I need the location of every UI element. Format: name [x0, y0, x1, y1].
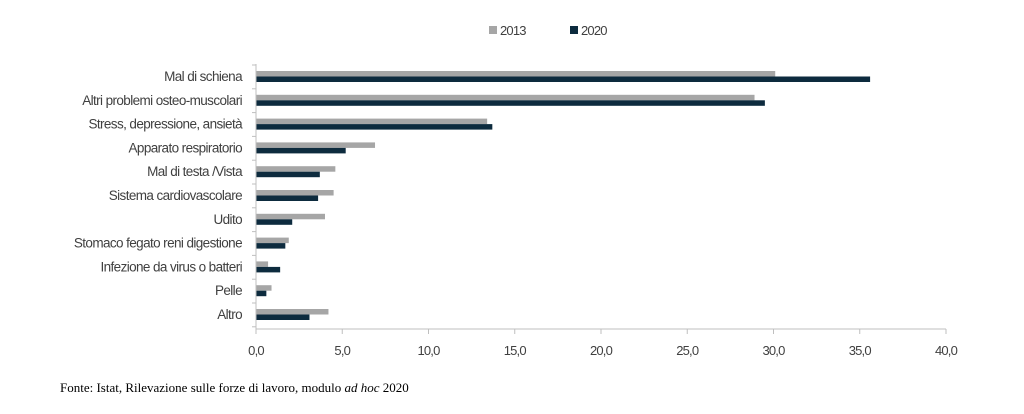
source-suffix: 2020 [379, 380, 409, 395]
bar-2020-5 [256, 195, 319, 201]
category-labels: Mal di schiena Altri problemi osteo-musco… [74, 69, 244, 322]
bar-2020-6 [256, 219, 293, 225]
legend-label-2020: 2020 [581, 23, 607, 38]
bar-2020-7 [256, 243, 286, 249]
axes [252, 64, 947, 334]
bar-2013-3 [256, 142, 376, 148]
bar-2013-2 [256, 118, 488, 125]
bar-2020-2 [256, 124, 493, 130]
x-tick-label: 15,0 [504, 343, 527, 358]
bar-2020-0 [256, 76, 871, 82]
bar-2013-0 [256, 71, 776, 77]
x-tick-label: 25,0 [676, 343, 699, 358]
bar-2020-10 [256, 314, 310, 320]
category-label: Stress, depressione, ansietà [88, 117, 243, 132]
category-label: Udito [213, 212, 242, 227]
category-label: Infezione da virus o batteri [100, 259, 242, 274]
x-tick-label: 0,0 [248, 343, 264, 358]
x-tick-label: 10,0 [417, 343, 440, 358]
category-label: Altri problemi osteo-muscolari [82, 93, 242, 108]
category-label: Altro [217, 307, 242, 322]
category-label: Stomaco fegato reni digestione [74, 236, 242, 251]
bar-2020-4 [256, 171, 320, 178]
bars [256, 71, 871, 320]
x-tick-labels: 0,0 5,0 10,0 15,0 20,0 25,0 30,0 35,0 40,0 [248, 343, 958, 358]
bar-2013-8 [256, 261, 269, 267]
bar-2013-6 [256, 213, 325, 220]
bar-2013-5 [256, 190, 334, 196]
category-label: Sistema cardiovascolare [109, 188, 242, 203]
bar-2013-10 [256, 309, 329, 315]
x-tick-label: 35,0 [849, 343, 872, 358]
category-label: Pelle [215, 283, 242, 298]
source-italic: ad hoc [344, 380, 380, 395]
source-note: Fonte: Istat, Rilevazione sulle forze di… [60, 380, 409, 396]
legend-swatch-2013 [489, 26, 497, 34]
bar-2020-1 [256, 100, 765, 106]
bar-2020-8 [256, 266, 281, 273]
x-tick-label: 5,0 [334, 343, 350, 358]
category-label: Mal di testa /Vista [147, 164, 243, 179]
bar-2013-9 [256, 285, 272, 291]
x-tick-label: 20,0 [590, 343, 613, 358]
bar-2020-3 [256, 147, 346, 154]
legend-label-2013: 2013 [500, 23, 526, 38]
legend-swatch-2020 [570, 26, 578, 34]
bar-2013-7 [256, 237, 289, 244]
source-prefix: Fonte: Istat, Rilevazione sulle forze di… [60, 380, 345, 395]
x-tick-label: 40,0 [935, 343, 958, 358]
legend: 2013 2020 [489, 23, 608, 38]
bar-2013-1 [256, 94, 755, 101]
bar-2020-9 [256, 290, 267, 297]
category-label: Mal di schiena [164, 69, 243, 84]
x-tick-label: 30,0 [762, 343, 785, 358]
category-label: Apparato respiratorio [129, 140, 243, 155]
bar-2013-4 [256, 166, 336, 172]
